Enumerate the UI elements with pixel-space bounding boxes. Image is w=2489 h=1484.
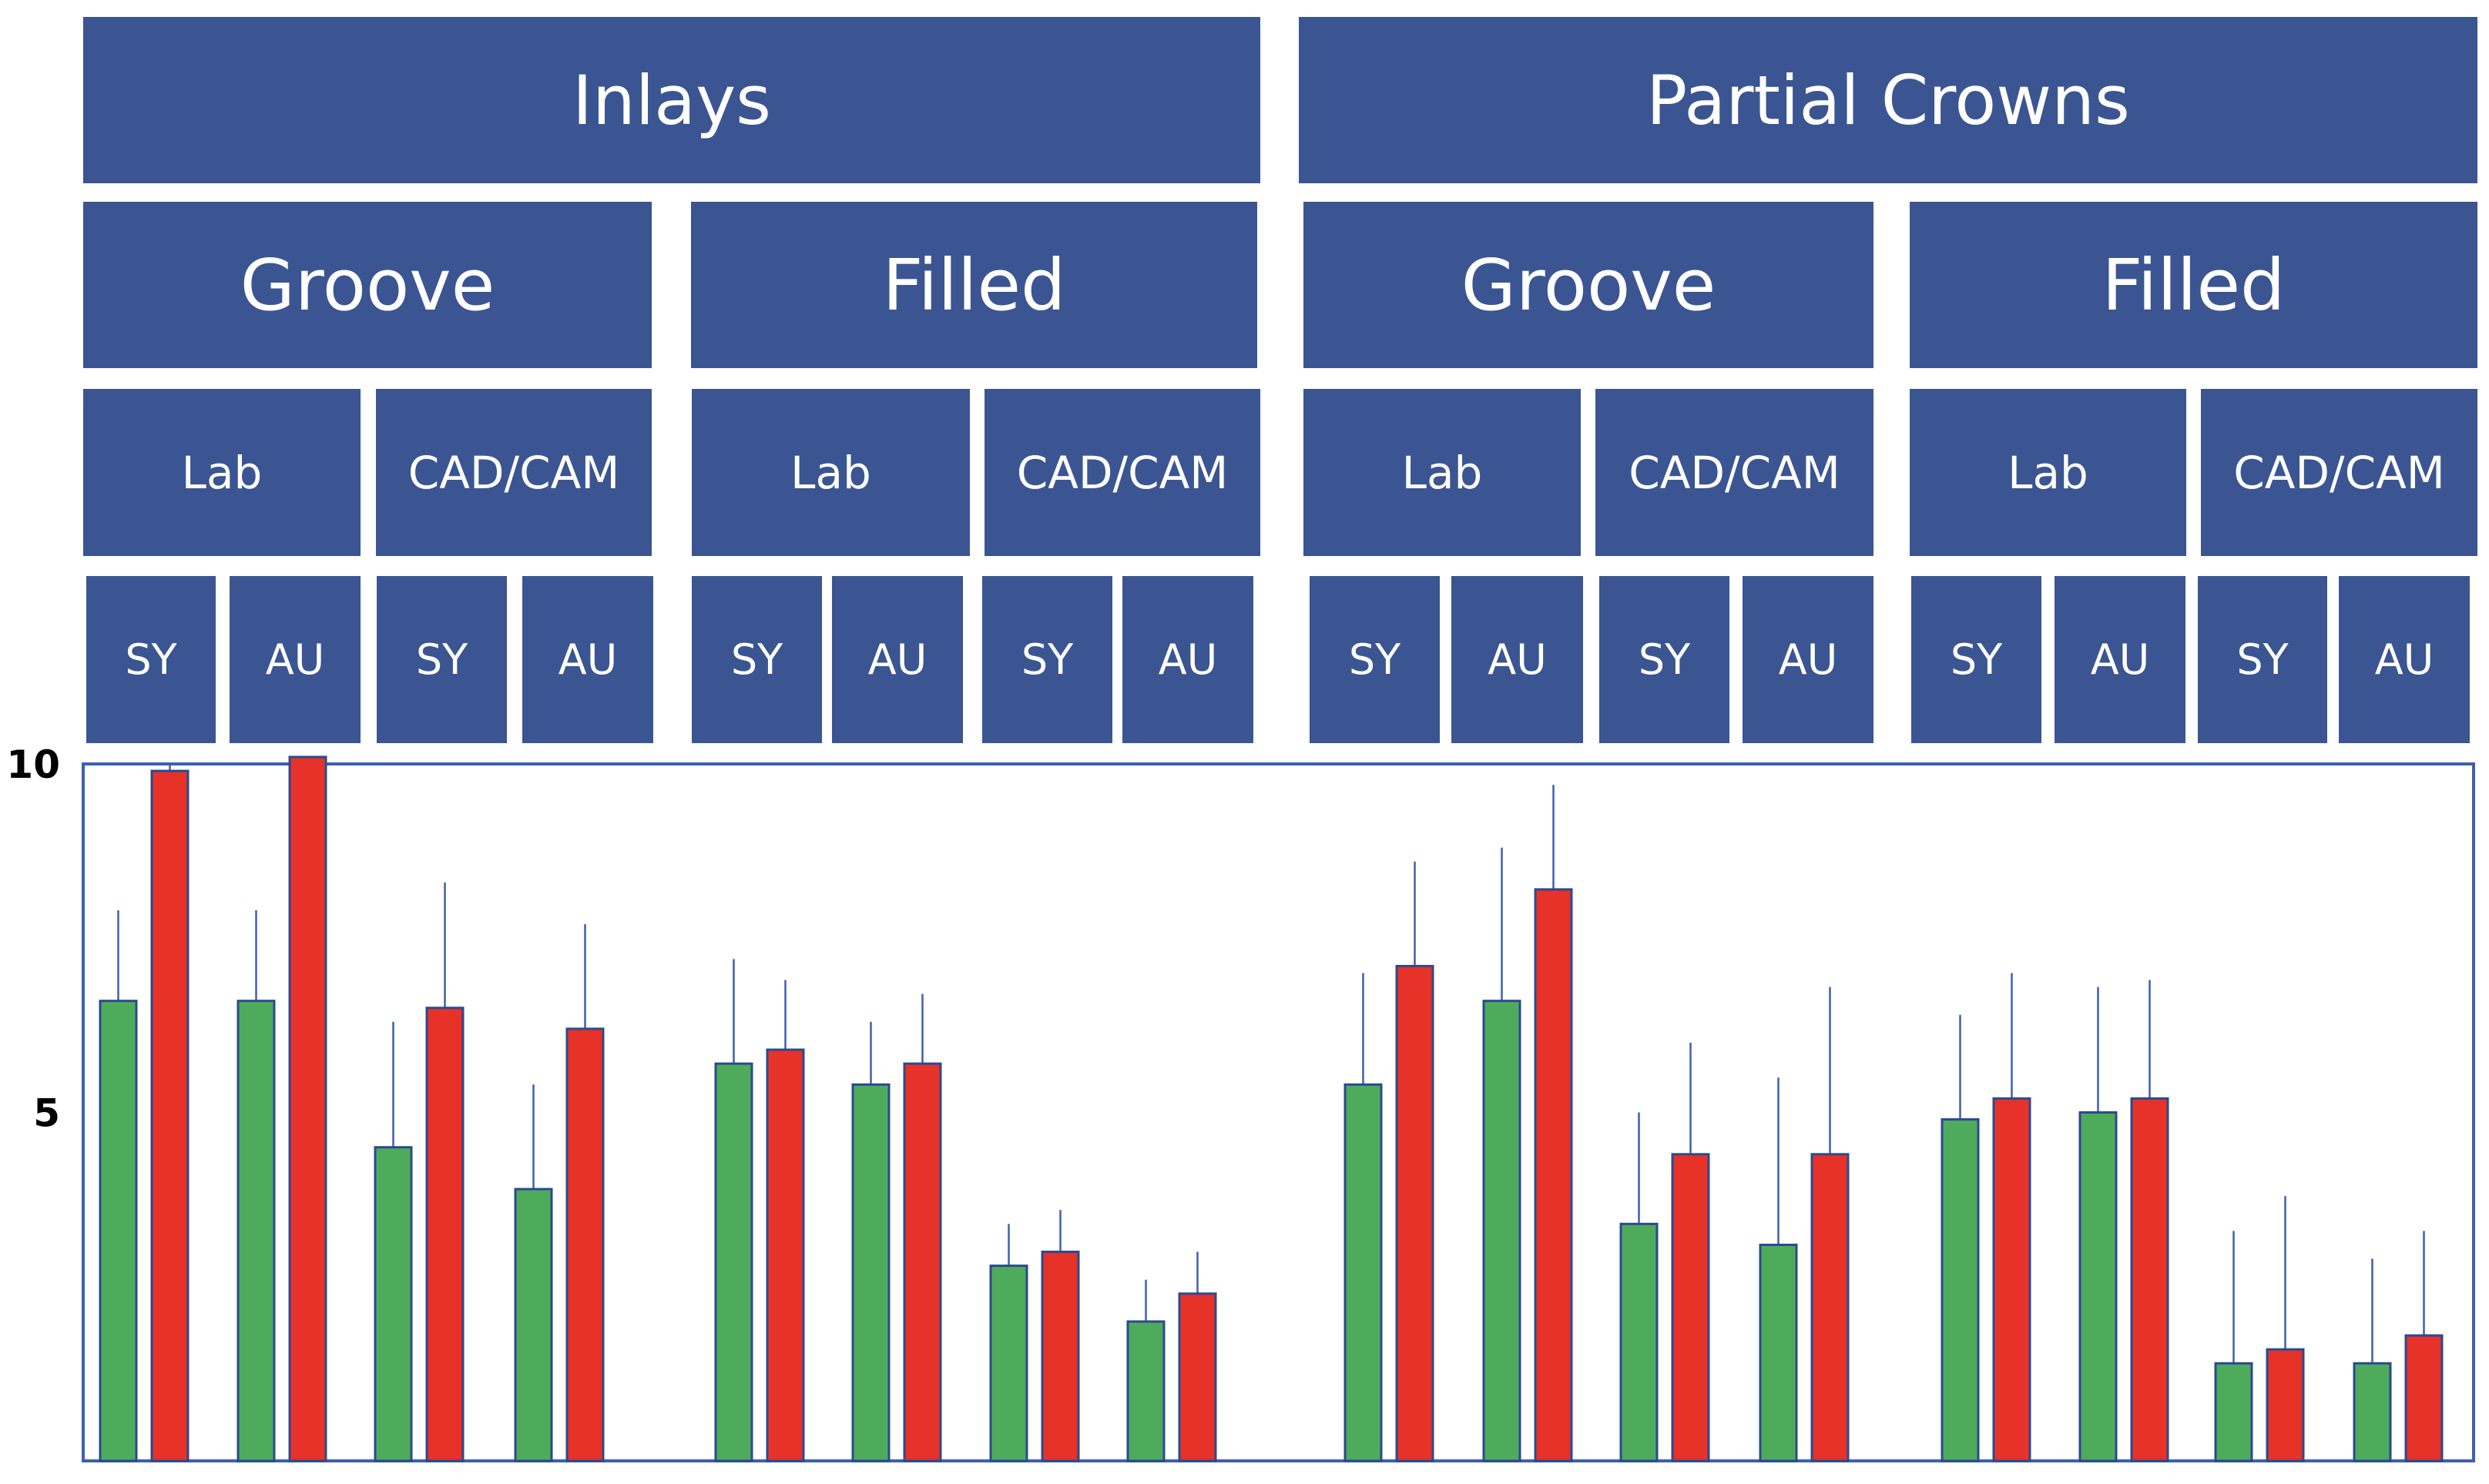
- cement-header: AU: [522, 576, 653, 743]
- fabrication-header: CAD/CAM: [376, 389, 652, 556]
- cement-header: AU: [2339, 576, 2470, 743]
- restoration-header: Inlays: [83, 17, 1260, 183]
- bar-sy: [1482, 1000, 1521, 1462]
- bar-sy: [1126, 1320, 1166, 1462]
- bar-sy: [236, 1000, 276, 1462]
- cement-header: AU: [230, 576, 361, 743]
- bar-sy: [2078, 1111, 2118, 1462]
- bar-sy: [1619, 1222, 1659, 1462]
- bar-au: [150, 769, 190, 1462]
- preparation-header: Filled: [1910, 202, 2477, 368]
- fabrication-header: Lab: [1910, 389, 2186, 556]
- bar-sy: [1343, 1083, 1383, 1462]
- bar-au: [2404, 1334, 2444, 1462]
- bar-sy: [2214, 1362, 2253, 1462]
- fabrication-header: CAD/CAM: [985, 389, 1260, 556]
- cement-header: SY: [982, 576, 1112, 743]
- bar-au: [288, 755, 327, 1462]
- cement-header: AU: [1122, 576, 1253, 743]
- y-tick-label: 5: [33, 1091, 60, 1136]
- cement-header: SY: [2198, 576, 2327, 743]
- cement-header: AU: [1743, 576, 1873, 743]
- bar-sy: [1941, 1118, 1980, 1462]
- bar-au: [1810, 1153, 1850, 1462]
- bar-au: [1178, 1292, 1217, 1462]
- bar-au: [1671, 1153, 1710, 1462]
- preparation-header: Groove: [83, 202, 652, 368]
- fabrication-header: Lab: [692, 389, 970, 556]
- bar-au: [2266, 1348, 2305, 1462]
- cement-header: SY: [1599, 576, 1729, 743]
- restoration-header: Partial Crowns: [1299, 17, 2477, 183]
- fabrication-header: CAD/CAM: [1595, 389, 1873, 556]
- bar-au: [1395, 964, 1434, 1462]
- preparation-header: Groove: [1303, 202, 1873, 368]
- cement-header: SY: [1310, 576, 1440, 743]
- bar-sy: [374, 1146, 413, 1462]
- bar-au: [1992, 1097, 2031, 1462]
- bar-sy: [851, 1083, 891, 1462]
- bar-sy: [989, 1265, 1028, 1462]
- y-tick-label: 10: [6, 742, 60, 787]
- cement-header: AU: [1451, 576, 1583, 743]
- bar-au: [766, 1048, 805, 1462]
- bar-au: [2130, 1097, 2169, 1462]
- plot-area: [82, 762, 2475, 1462]
- cement-header: SY: [1911, 576, 2041, 743]
- bar-au: [903, 1062, 942, 1462]
- bar-sy: [99, 1000, 138, 1462]
- fabrication-header: Lab: [83, 389, 361, 556]
- cement-header: SY: [692, 576, 822, 743]
- cement-header: AU: [2055, 576, 2185, 743]
- bar-au: [1534, 888, 1573, 1462]
- cement-header: SY: [377, 576, 507, 743]
- cement-header: AU: [832, 576, 963, 743]
- bar-sy: [1759, 1243, 1798, 1462]
- cement-header: SY: [86, 576, 216, 743]
- bar-au: [425, 1007, 465, 1462]
- fabrication-header: Lab: [1303, 389, 1581, 556]
- fabrication-header: CAD/CAM: [2201, 389, 2477, 556]
- bar-au: [565, 1027, 605, 1462]
- group-header: Inlays Groove Lab SY AU CAD/CAM SY AU Filled Lab S…: [83, 17, 2477, 743]
- bar-sy: [2353, 1362, 2392, 1462]
- preparation-header: Filled: [691, 202, 1257, 368]
- bar-au: [1041, 1251, 1080, 1462]
- bar-sy: [714, 1062, 753, 1462]
- bar-sy: [514, 1188, 553, 1462]
